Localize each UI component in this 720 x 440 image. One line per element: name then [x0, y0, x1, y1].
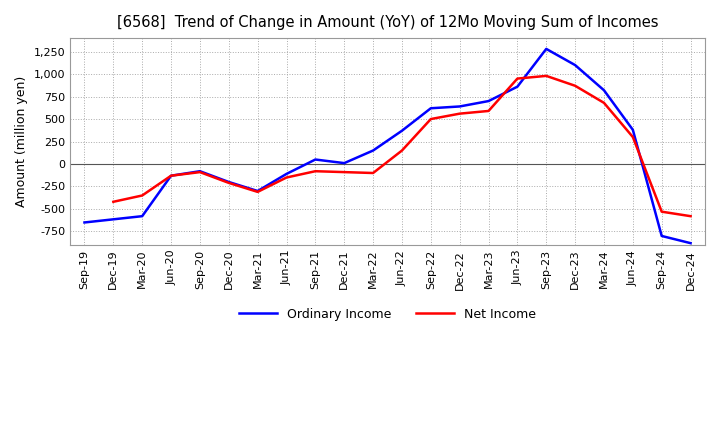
- Ordinary Income: [513, 84, 522, 89]
- Net Income: [600, 100, 608, 106]
- Net Income: [513, 76, 522, 81]
- Ordinary Income: [426, 106, 435, 111]
- Line: Ordinary Income: Ordinary Income: [84, 49, 690, 243]
- Net Income: [455, 111, 464, 116]
- Ordinary Income: [571, 62, 580, 68]
- Y-axis label: Amount (million yen): Amount (million yen): [15, 76, 28, 207]
- Ordinary Income: [369, 148, 377, 153]
- Ordinary Income: [542, 46, 551, 51]
- Net Income: [196, 169, 204, 175]
- Net Income: [109, 199, 117, 205]
- Ordinary Income: [196, 169, 204, 174]
- Net Income: [426, 117, 435, 122]
- Ordinary Income: [600, 88, 608, 93]
- Net Income: [686, 213, 695, 219]
- Ordinary Income: [311, 157, 320, 162]
- Net Income: [397, 148, 406, 153]
- Net Income: [311, 169, 320, 174]
- Ordinary Income: [686, 241, 695, 246]
- Ordinary Income: [225, 180, 233, 185]
- Ordinary Income: [485, 99, 493, 104]
- Net Income: [167, 173, 176, 178]
- Ordinary Income: [80, 220, 89, 225]
- Net Income: [485, 108, 493, 114]
- Ordinary Income: [282, 171, 291, 176]
- Ordinary Income: [167, 173, 176, 178]
- Ordinary Income: [629, 127, 637, 132]
- Net Income: [571, 83, 580, 88]
- Net Income: [657, 209, 666, 214]
- Net Income: [369, 170, 377, 176]
- Legend: Ordinary Income, Net Income: Ordinary Income, Net Income: [234, 303, 541, 326]
- Ordinary Income: [455, 104, 464, 109]
- Line: Net Income: Net Income: [113, 76, 690, 216]
- Net Income: [542, 73, 551, 78]
- Ordinary Income: [253, 188, 262, 194]
- Net Income: [225, 180, 233, 186]
- Ordinary Income: [657, 233, 666, 238]
- Title: [6568]  Trend of Change in Amount (YoY) of 12Mo Moving Sum of Incomes: [6568] Trend of Change in Amount (YoY) o…: [117, 15, 658, 30]
- Net Income: [340, 169, 348, 175]
- Ordinary Income: [397, 128, 406, 133]
- Net Income: [282, 175, 291, 180]
- Ordinary Income: [138, 213, 146, 219]
- Net Income: [629, 134, 637, 139]
- Net Income: [253, 189, 262, 194]
- Net Income: [138, 193, 146, 198]
- Ordinary Income: [340, 161, 348, 166]
